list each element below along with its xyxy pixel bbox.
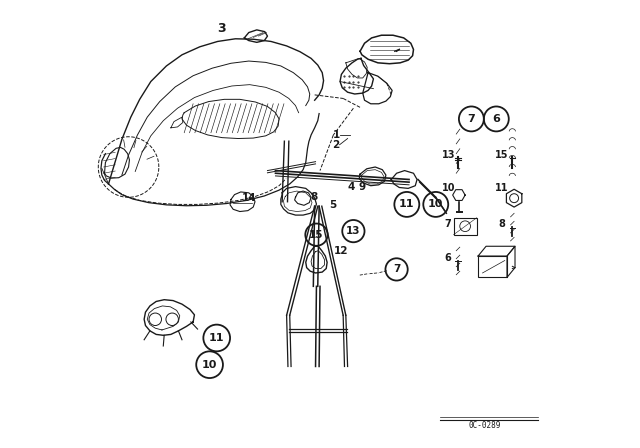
Text: 10: 10 [428, 199, 444, 209]
Text: 10: 10 [202, 360, 217, 370]
Text: 13: 13 [346, 226, 361, 236]
Text: 11: 11 [495, 183, 508, 194]
Text: 10: 10 [442, 183, 455, 194]
Text: 15: 15 [495, 150, 508, 160]
Text: 7: 7 [393, 264, 400, 275]
Text: 6: 6 [492, 114, 500, 124]
Text: 9: 9 [359, 182, 366, 193]
Text: 5: 5 [329, 200, 336, 210]
Text: 8: 8 [498, 219, 505, 229]
Text: 7: 7 [445, 219, 452, 229]
Text: 4: 4 [347, 182, 355, 193]
Text: 11: 11 [209, 333, 225, 343]
Text: 11: 11 [399, 199, 415, 209]
Text: 6: 6 [445, 253, 452, 263]
Text: 1: 1 [332, 130, 340, 140]
Text: 12: 12 [334, 246, 349, 256]
Bar [454, 218, 477, 235]
Text: 13: 13 [442, 150, 455, 160]
Text: 8: 8 [310, 192, 318, 202]
Text: 15: 15 [309, 230, 324, 240]
Text: 14: 14 [241, 193, 256, 203]
Text: 7: 7 [467, 114, 476, 124]
Text: 3: 3 [217, 22, 225, 35]
Text: 0C-0289: 0C-0289 [468, 421, 501, 430]
Bar [478, 256, 507, 277]
Text: 2: 2 [332, 140, 340, 150]
